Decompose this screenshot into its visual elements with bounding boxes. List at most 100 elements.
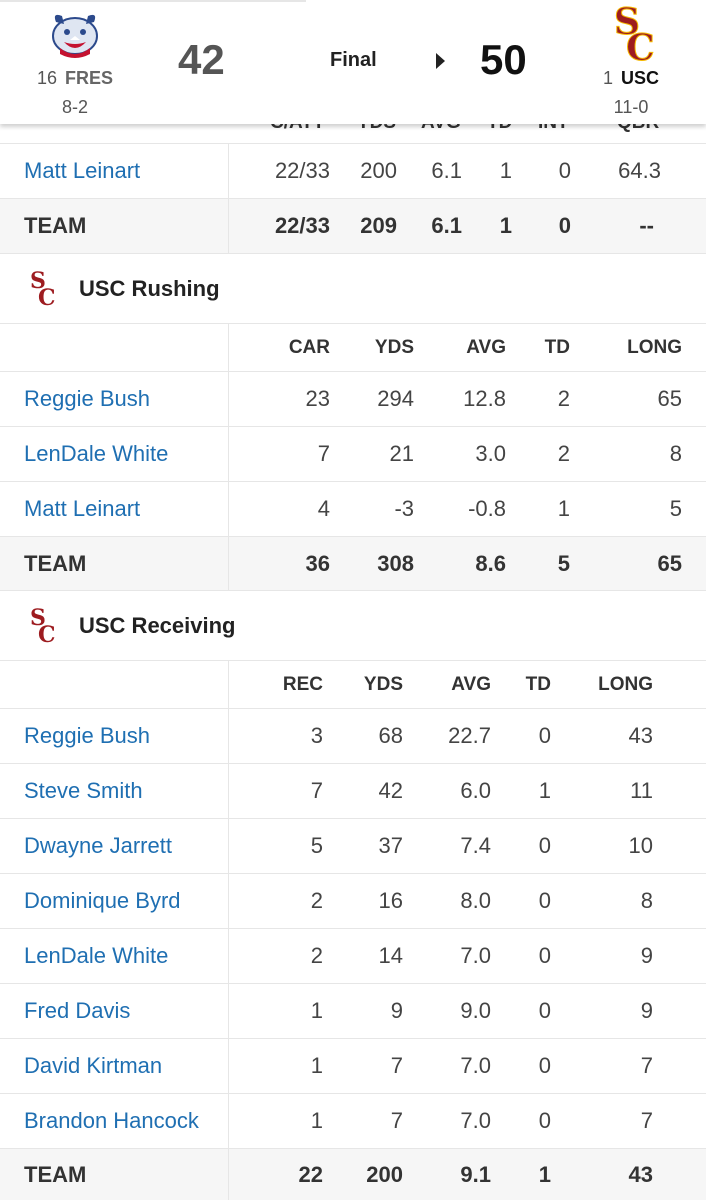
stat-cell: 8 [640, 888, 653, 913]
stat-cell: 1 [499, 158, 512, 183]
home-score: 50 [480, 36, 527, 83]
away-rank: 16 [36, 68, 57, 88]
stat-cell: 23 [305, 386, 330, 411]
stat-cell: 43 [628, 1161, 653, 1187]
player-link[interactable]: LenDale White [24, 943, 169, 968]
stat-cell: 65 [657, 550, 682, 576]
stat-cell: 2 [557, 386, 570, 411]
col-header: YDS [374, 336, 414, 358]
rushing-section-title: S C USC Rushing [0, 253, 706, 323]
stat-cell: 7 [390, 1108, 403, 1133]
fresno-state-bulldog-logo-icon [52, 14, 98, 58]
stat-cell: 1 [310, 998, 323, 1023]
col-header: LONG [598, 673, 653, 695]
stat-cell: 2 [310, 888, 323, 913]
stat-cell: 0 [558, 213, 571, 238]
stat-cell: 65 [657, 386, 682, 411]
stat-cell: -0.8 [468, 496, 506, 521]
team-label: TEAM [24, 213, 87, 238]
section-title: USC Rushing [79, 275, 220, 301]
stat-cell: 68 [378, 723, 403, 748]
player-link[interactable]: Matt Leinart [24, 496, 141, 521]
stat-cell: 2 [557, 441, 570, 466]
stat-cell: 9 [640, 998, 653, 1023]
stat-cell: 1 [310, 1108, 323, 1133]
stat-cell: -3 [394, 496, 414, 521]
table-header-row: REC YDS AVG TD LONG [0, 660, 706, 708]
stat-cell: 1 [499, 213, 512, 238]
col-header: TD [525, 673, 551, 695]
table-row: Reggie Bush 3 68 22.7 0 43 [0, 708, 706, 763]
divider [0, 0, 306, 2]
player-link[interactable]: Dominique Byrd [24, 888, 181, 913]
svg-text:S: S [30, 607, 46, 631]
stat-cell: 37 [378, 833, 403, 858]
table-row: Reggie Bush 23 294 12.8 2 65 [0, 371, 706, 426]
game-status: Final [330, 49, 377, 71]
stat-cell: 294 [377, 386, 414, 411]
player-link[interactable]: Reggie Bush [24, 723, 150, 748]
stat-cell: 6.1 [431, 158, 462, 183]
player-link[interactable]: Reggie Bush [24, 386, 150, 411]
svg-text:S: S [30, 270, 46, 294]
player-link[interactable]: Matt Leinart [24, 158, 141, 183]
stat-cell: -- [639, 213, 654, 238]
stat-cell: 209 [360, 213, 397, 238]
stat-cell: 16 [378, 888, 403, 913]
player-link[interactable]: Dwayne Jarrett [24, 833, 172, 858]
player-link[interactable]: LenDale White [24, 441, 169, 466]
stat-cell: 200 [366, 1161, 403, 1187]
table-row: Steve Smith 7 42 6.0 1 11 [0, 763, 706, 818]
stat-cell: 7.0 [460, 943, 491, 968]
stat-cell: 200 [360, 158, 397, 183]
section-title: USC Receiving [79, 612, 236, 638]
stat-cell: 1 [557, 496, 570, 521]
stat-cell: 0 [538, 998, 551, 1023]
stat-cell: 6.1 [431, 213, 462, 238]
stat-cell: 10 [628, 833, 653, 858]
home-abbr: USC [621, 68, 660, 88]
team-label: TEAM [24, 1161, 87, 1187]
stat-cell: 7 [390, 1053, 403, 1078]
stat-cell: 3 [310, 723, 323, 748]
stat-cell: 8 [669, 441, 682, 466]
stat-cell: 9 [390, 998, 403, 1023]
player-link[interactable]: Steve Smith [24, 778, 143, 803]
stat-cell: 9 [640, 943, 653, 968]
table-row: Brandon Hancock 1 7 7.0 0 7 [0, 1093, 706, 1148]
home-rank: 1 [602, 68, 613, 88]
receiving-section-title: S C USC Receiving [0, 590, 706, 660]
stat-cell: 11 [630, 778, 653, 803]
usc-sc-logo-icon: S C [30, 270, 56, 308]
stat-cell: 0 [538, 888, 551, 913]
stat-cell: 21 [389, 441, 414, 466]
stat-cell: 3.0 [475, 441, 506, 466]
col-header: AVG [451, 673, 491, 695]
stat-cell: 43 [628, 723, 653, 748]
table-row: Dwayne Jarrett 5 37 7.4 0 10 [0, 818, 706, 873]
stat-cell: 22 [298, 1161, 323, 1187]
away-rank-abbr: 16 FRES [0, 68, 150, 89]
stat-cell: 6.0 [460, 778, 491, 803]
stat-cell: 1 [310, 1053, 323, 1078]
player-link[interactable]: David Kirtman [24, 1053, 163, 1078]
team-total-row: TEAM 22 200 9.1 1 43 [0, 1148, 706, 1200]
winner-arrow-icon [436, 53, 445, 69]
home-record: 11-0 [613, 97, 649, 117]
stat-cell: 0 [538, 1108, 551, 1133]
player-link[interactable]: Brandon Hancock [24, 1108, 199, 1133]
stat-cell: 22.7 [448, 723, 491, 748]
stat-cell: 8.0 [460, 888, 491, 913]
player-link[interactable]: Fred Davis [24, 998, 131, 1023]
col-header: AVG [466, 336, 506, 358]
usc-sc-logo-icon: S C [614, 4, 656, 64]
table-row: Fred Davis 1 9 9.0 0 9 [0, 983, 706, 1038]
col-header: CAR [288, 336, 330, 358]
col-header: REC [282, 673, 323, 695]
team-label: TEAM [24, 550, 87, 576]
table-row: LenDale White 7 21 3.0 2 8 [0, 426, 706, 481]
stat-cell: 7 [310, 778, 323, 803]
stat-cell: 12.8 [463, 386, 506, 411]
stat-cell: 7.0 [460, 1053, 491, 1078]
stat-cell: 0 [538, 1053, 551, 1078]
